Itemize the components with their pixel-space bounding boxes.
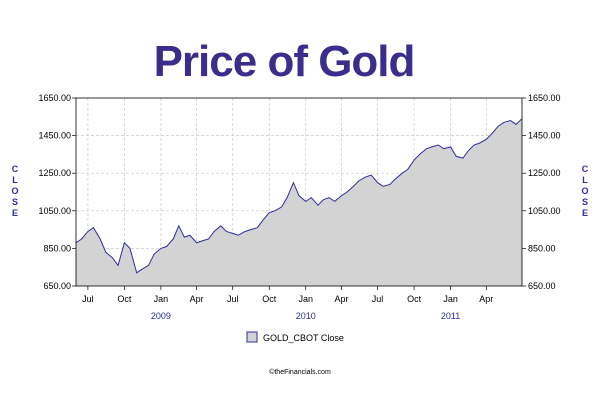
y-tick-label: 1650.00: [38, 93, 71, 103]
legend-label: GOLD_CBOT Close: [263, 333, 344, 343]
series-line: [75, 118, 523, 274]
x-tick-label: Apr: [334, 294, 348, 304]
x-tick-label: Jan: [154, 294, 169, 304]
x-tick-label: Jul: [227, 294, 239, 304]
year-labels: 2009 2010 2011: [151, 311, 460, 321]
x-tick-label: Jul: [82, 294, 94, 304]
x-tick-label: Jan: [443, 294, 458, 304]
y-tick-label: 850.00: [528, 243, 556, 253]
chart-title: Price of Gold: [154, 37, 415, 86]
y-tick-label: 1450.00: [528, 131, 561, 141]
legend-swatch: [246, 331, 258, 343]
x-tick-label: Oct: [262, 294, 277, 304]
y-tick-label: 1250.00: [38, 168, 71, 178]
y-axis-label-letter: L: [12, 175, 18, 185]
y-tick-label: 650.00: [528, 281, 556, 291]
year-label: 2011: [441, 311, 460, 321]
y-axis-label-letter: C: [582, 164, 589, 174]
x-tick-label: Jul: [372, 294, 384, 304]
y-axis-left: 650.00 850.00 1050.00 1250.00 1450.00 1650.00: [38, 93, 76, 291]
x-tick-label: Apr: [479, 294, 493, 304]
y-tick-label: 1050.00: [38, 206, 71, 216]
y-axis-label-letter: E: [582, 208, 588, 218]
legend: GOLD_CBOT Close: [246, 331, 344, 343]
y-tick-label: 1050.00: [528, 206, 561, 216]
y-axis-label-letter: O: [581, 186, 588, 196]
y-axis-right: 650.00 850.00 1050.00 1250.00 1450.00 1650.00: [522, 93, 561, 291]
x-tick-label: Jan: [298, 294, 313, 304]
plot-frame: [75, 97, 523, 287]
x-tick-label: Apr: [190, 294, 204, 304]
year-label: 2009: [151, 311, 171, 321]
credit: ©theFinancials.com: [269, 368, 331, 376]
y-tick-label: 1250.00: [528, 168, 561, 178]
x-tick-label: Oct: [117, 294, 132, 304]
y-axis-label-letter: O: [11, 186, 18, 196]
y-tick-label: 850.00: [43, 243, 71, 253]
y-axis-label-letter: S: [582, 197, 588, 207]
y-axis-label-letter: L: [582, 175, 588, 185]
year-label: 2010: [296, 311, 316, 321]
x-tick-label: Oct: [407, 294, 422, 304]
y-tick-label: 1650.00: [528, 93, 561, 103]
x-axis: Jul Oct Jan Apr Jul Oct Jan Apr Jul Oct Jan Apr: [82, 286, 493, 304]
y-axis-label-letter: E: [12, 208, 18, 218]
series-area: [76, 118, 522, 287]
y-tick-label: 1450.00: [38, 131, 71, 141]
y-tick-label: 650.00: [43, 281, 71, 291]
y-axis-label-letter: C: [12, 164, 19, 174]
y-axis-label-letter: S: [12, 197, 18, 207]
